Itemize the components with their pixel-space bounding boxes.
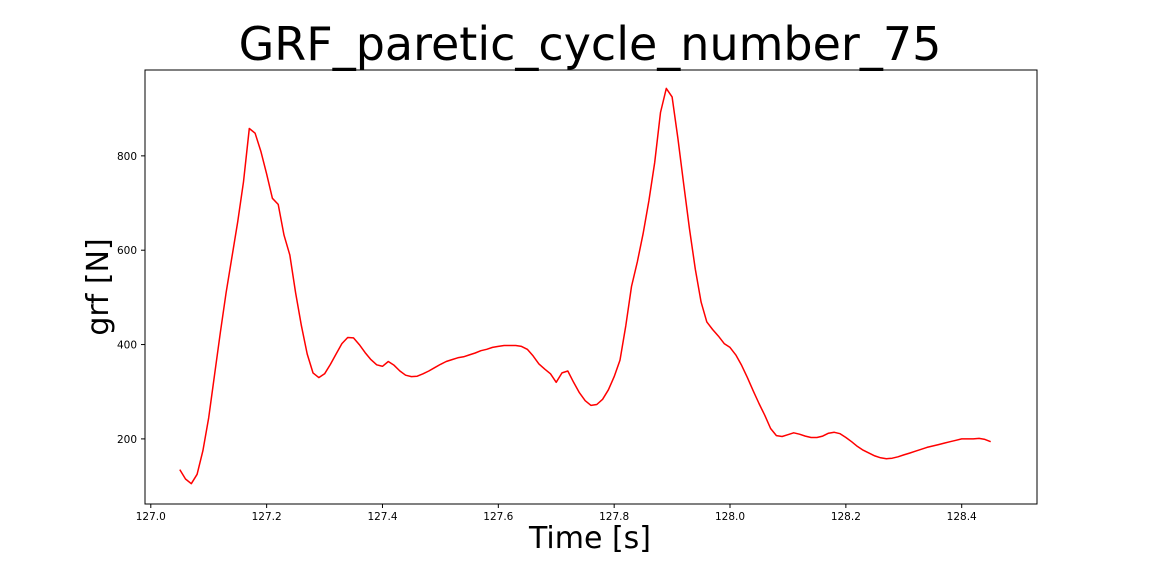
chart-title: GRF_paretic_cycle_number_75 xyxy=(239,17,942,71)
y-tick-label: 800 xyxy=(117,151,137,163)
y-tick-label: 600 xyxy=(117,245,137,257)
x-tick-label: 127.2 xyxy=(252,511,282,523)
x-tick-label: 128.4 xyxy=(947,511,977,523)
y-tick-label: 400 xyxy=(117,340,137,352)
x-tick-label: 128.0 xyxy=(715,511,745,523)
x-tick-label: 127.4 xyxy=(367,511,397,523)
y-tick-label: 200 xyxy=(117,434,137,446)
plot-area xyxy=(144,69,1038,505)
x-tick-label: 127.6 xyxy=(483,511,513,523)
series-layer xyxy=(179,87,991,485)
x-axis-label: Time [s] xyxy=(528,521,651,556)
x-tick-label: 128.2 xyxy=(831,511,861,523)
x-axis: 127.0 127.2 127.4 127.6 127.8 128.0 128.2 128.4 xyxy=(136,504,977,523)
series-line-0 xyxy=(179,87,991,485)
y-axis: 200 400 600 800 xyxy=(117,151,145,446)
x-tick-label: 127.0 xyxy=(136,511,166,523)
x-tick-label: 127.8 xyxy=(599,511,629,523)
y-axis-label: grf [N] xyxy=(81,238,116,335)
